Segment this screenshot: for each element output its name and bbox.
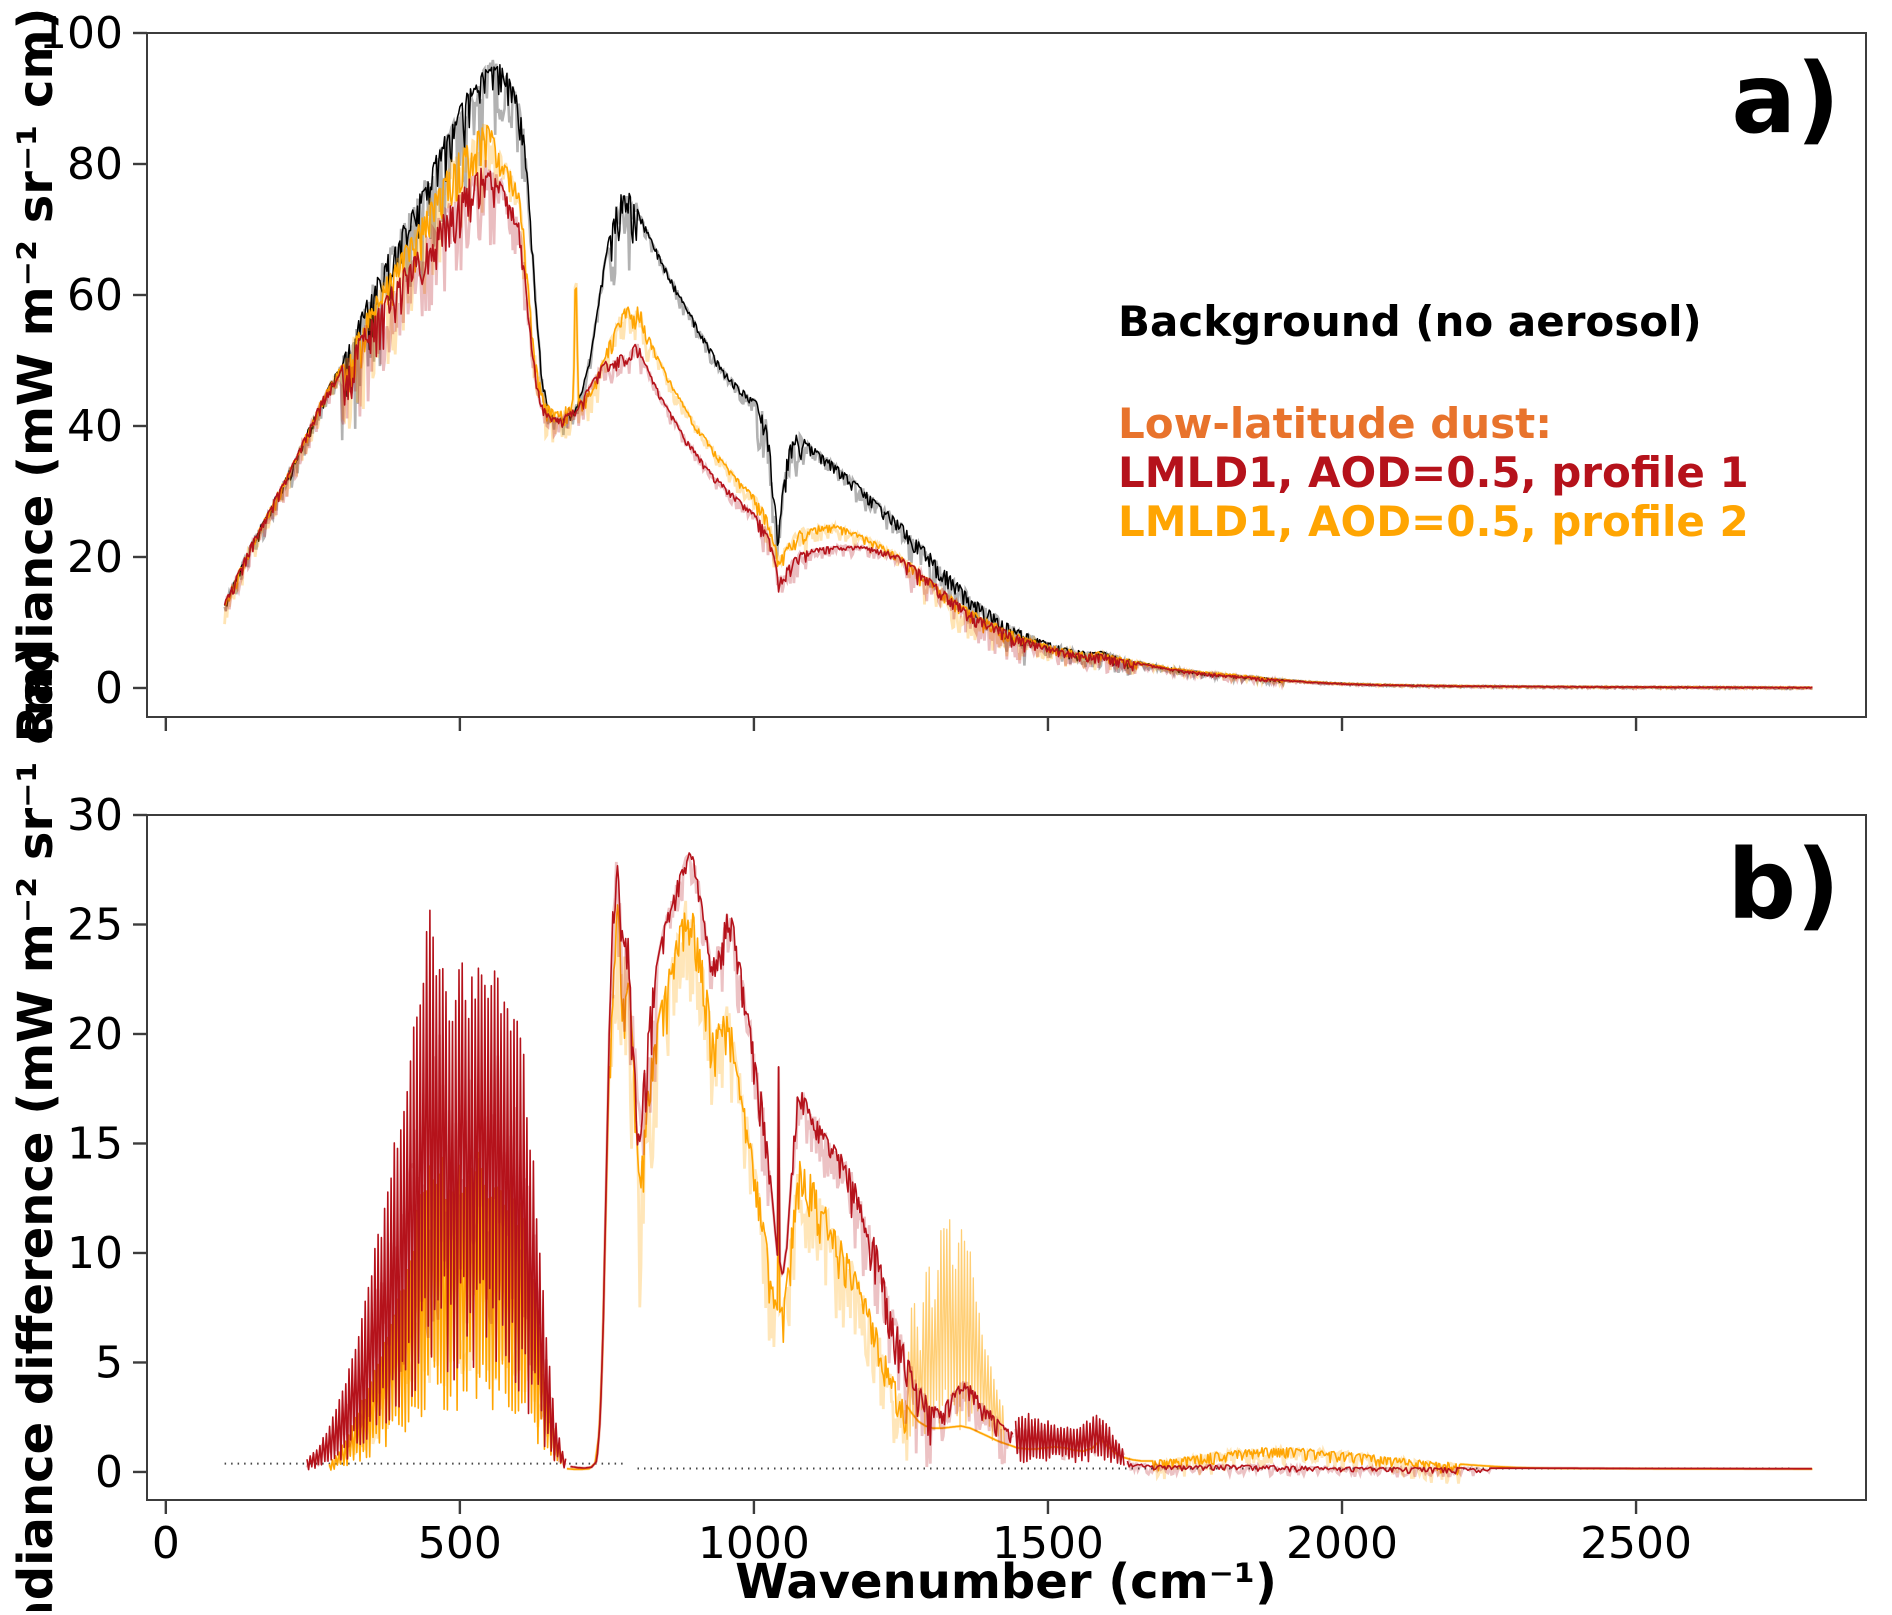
- legend-profile1-label: LMLD1, AOD=0.5, profile 1: [1118, 448, 1749, 497]
- panel-b-xtick-label: 2000: [1286, 1518, 1398, 1569]
- difference-profile2-fuzz: [328, 900, 1813, 1484]
- panel-a-ytick-label: 100: [39, 8, 123, 59]
- panel-b-xtick-label: 1500: [992, 1518, 1104, 1569]
- legend-background-label: Background (no aerosol): [1118, 297, 1702, 346]
- panel-b-ytick-label: 25: [67, 899, 123, 950]
- lmld1-aod05-profile1-curve: [223, 167, 1813, 689]
- panel-b-xtick-label: 0: [152, 1518, 180, 1569]
- panel-b-ytick-label: 0: [95, 1447, 123, 1498]
- panel-a-letter: a): [1731, 43, 1840, 155]
- panel-b-xtick-label: 500: [418, 1518, 502, 1569]
- panel-a-ytick-label: 60: [67, 270, 123, 321]
- panel-a-ticks: 0 20 40 60 80 100: [39, 8, 1638, 731]
- panel-b-y-axis-title: Radiance difference (mW m⁻² sr⁻¹ cm): [8, 644, 64, 1611]
- panel-b-ticks: 0 5 10 15 20 25 30 0 500 1000 1500 2000 2500: [67, 790, 1692, 1569]
- difference-profile2-curve: [328, 904, 1813, 1476]
- legend: Background (no aerosol) Low-latitude dus…: [1118, 297, 1749, 546]
- panel-b-xtick-label: 1000: [698, 1518, 810, 1569]
- panel-a-ytick-label: 0: [95, 663, 123, 714]
- panel-b-ytick-label: 15: [67, 1118, 123, 1169]
- panel-a-y-axis-title: Radiance (mW m⁻² sr⁻¹ cm): [8, 8, 64, 743]
- panel-a-plot-area: 0 20 40 60 80 100: [39, 8, 1867, 731]
- panel-a: 0 20 40 60 80 100 Radiance (mW m⁻² sr⁻¹ cm) a…: [8, 8, 1867, 743]
- panel-b-letter: b): [1727, 829, 1840, 941]
- panel-a-ytick-label: 80: [67, 139, 123, 190]
- panel-b: 0 5 10 15 20 25 30 0 500 1000 1500 2000 2500 Radianc…: [8, 644, 1867, 1615]
- panel-b-ytick-label: 30: [67, 790, 123, 841]
- legend-dust-header: Low-latitude dust:: [1118, 399, 1552, 448]
- panel-b-plot-area: 0 5 10 15 20 25 30 0 500 1000 1500 2000 2500: [67, 790, 1867, 1569]
- panel-a-ytick-label: 20: [67, 532, 123, 583]
- panel-a-frame: [146, 32, 1867, 718]
- panel-b-xtick-label: 2500: [1580, 1518, 1692, 1569]
- x-axis-title: Wavenumber (cm⁻¹): [735, 1554, 1277, 1610]
- panel-b-ytick-label: 20: [67, 1009, 123, 1060]
- lmld1-aod05-profile1-fuzz: [224, 159, 1813, 691]
- panel-b-frame: [146, 814, 1867, 1501]
- panel-b-ytick-label: 10: [67, 1228, 123, 1279]
- legend-profile2-label: LMLD1, AOD=0.5, profile 2: [1118, 497, 1749, 546]
- panel-b-ytick-label: 5: [95, 1337, 123, 1388]
- difference-profile1-curve: [306, 852, 1812, 1475]
- panel-a-ytick-label: 40: [67, 401, 123, 452]
